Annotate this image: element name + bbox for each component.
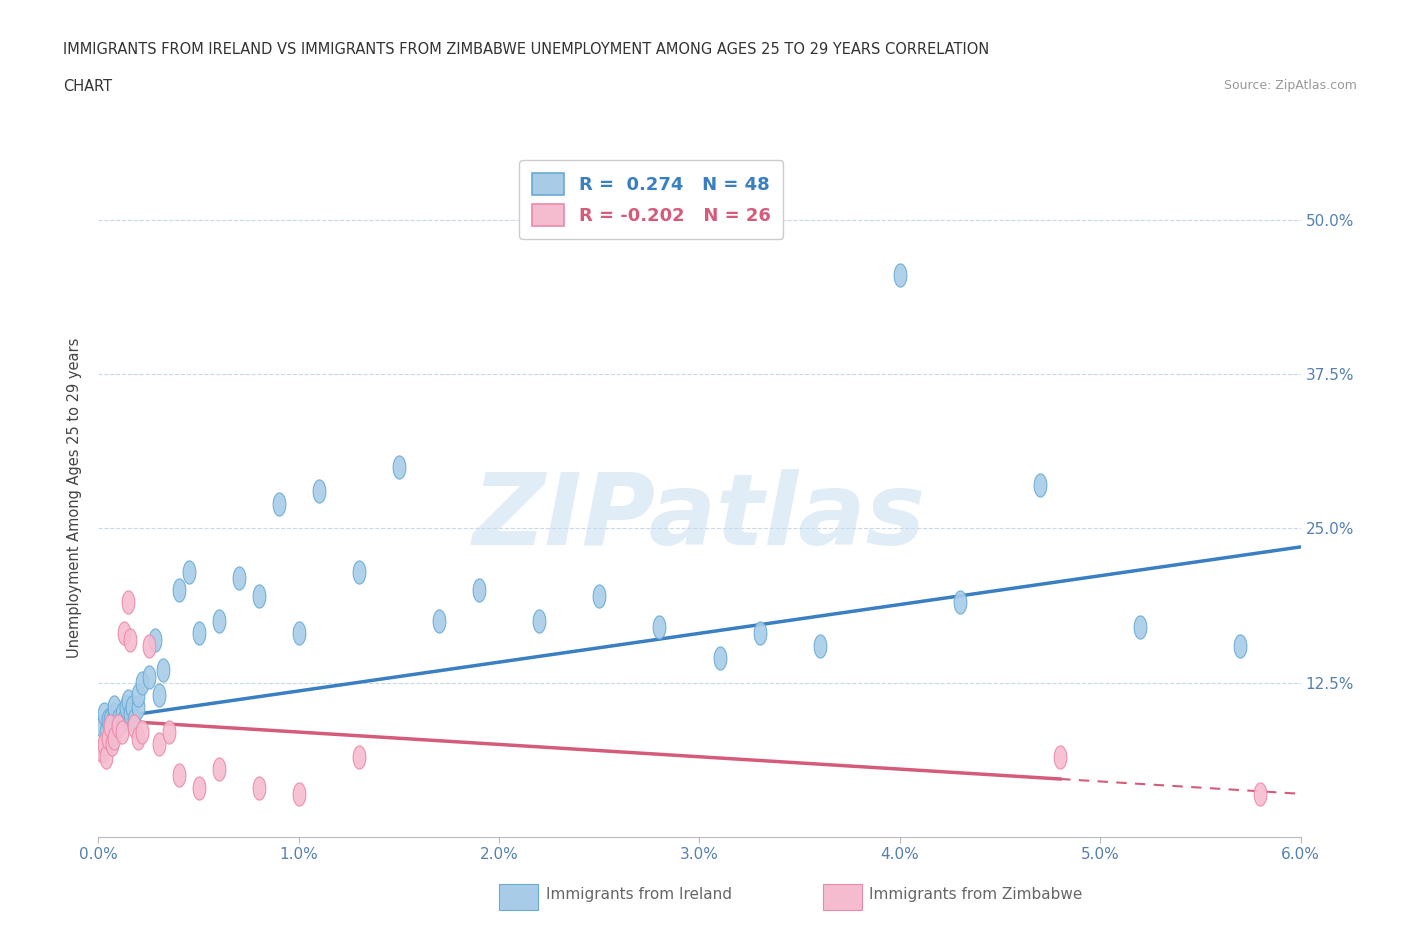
Point <box>107 712 129 727</box>
Point <box>208 762 231 777</box>
Point <box>115 700 138 715</box>
Point <box>347 565 370 579</box>
Point <box>100 731 122 746</box>
Point <box>148 687 170 702</box>
Point <box>131 724 153 739</box>
Point <box>120 632 142 647</box>
Point <box>100 719 122 734</box>
Point <box>124 712 146 727</box>
Text: ZIPatlas: ZIPatlas <box>472 470 927 566</box>
Point <box>1250 787 1272 802</box>
Point <box>128 687 150 702</box>
Point <box>308 484 330 498</box>
Point <box>247 589 270 604</box>
Point <box>288 787 311 802</box>
Point <box>529 614 551 629</box>
Point <box>288 626 311 641</box>
Legend: R =  0.274   N = 48, R = -0.202   N = 26: R = 0.274 N = 48, R = -0.202 N = 26 <box>519 160 783 239</box>
Point <box>427 614 450 629</box>
Point <box>124 719 146 734</box>
Point <box>101 719 124 734</box>
Point <box>117 694 139 709</box>
Point <box>152 663 174 678</box>
Point <box>347 750 370 764</box>
Point <box>120 706 142 721</box>
Text: Immigrants from Ireland: Immigrants from Ireland <box>546 887 731 902</box>
Point <box>103 706 125 721</box>
Point <box>187 626 209 641</box>
Point <box>93 737 115 751</box>
Point <box>111 706 134 721</box>
Point <box>148 737 170 751</box>
Point <box>468 583 491 598</box>
Point <box>100 712 122 727</box>
Point <box>748 626 770 641</box>
Point <box>157 724 180 739</box>
Point <box>1029 478 1052 493</box>
Point <box>91 743 114 758</box>
Point <box>808 638 831 653</box>
Point <box>111 724 134 739</box>
Text: CHART: CHART <box>63 79 112 94</box>
Point <box>138 669 160 684</box>
Point <box>107 719 129 734</box>
Text: Source: ZipAtlas.com: Source: ZipAtlas.com <box>1223 79 1357 92</box>
Point <box>648 619 671 634</box>
Point <box>949 595 972 610</box>
Point <box>117 595 139 610</box>
Point <box>889 268 911 283</box>
Point <box>1049 750 1071 764</box>
Point <box>114 712 136 727</box>
Point <box>228 570 250 585</box>
Point <box>131 675 153 690</box>
Point <box>101 737 124 751</box>
Point <box>128 731 150 746</box>
Point <box>388 459 411 474</box>
Point <box>97 731 120 746</box>
Point <box>121 700 143 715</box>
Point <box>128 700 150 715</box>
Point <box>143 632 166 647</box>
Point <box>208 614 231 629</box>
Point <box>247 780 270 795</box>
Y-axis label: Unemployment Among Ages 25 to 29 years: Unemployment Among Ages 25 to 29 years <box>67 338 83 658</box>
Point <box>96 750 118 764</box>
Point <box>93 706 115 721</box>
Point <box>1229 638 1251 653</box>
Point <box>1129 619 1152 634</box>
Point <box>103 731 125 746</box>
Point <box>91 719 114 734</box>
Point <box>114 626 136 641</box>
Point <box>97 712 120 727</box>
Point <box>709 651 731 666</box>
Point <box>267 497 290 512</box>
Point <box>103 700 125 715</box>
Point <box>177 565 200 579</box>
Point <box>167 768 190 783</box>
Text: IMMIGRANTS FROM IRELAND VS IMMIGRANTS FROM ZIMBABWE UNEMPLOYMENT AMONG AGES 25 T: IMMIGRANTS FROM IRELAND VS IMMIGRANTS FR… <box>63 42 990 57</box>
Point <box>167 583 190 598</box>
Point <box>187 780 209 795</box>
Point <box>588 589 610 604</box>
Point <box>96 724 118 739</box>
Text: Immigrants from Zimbabwe: Immigrants from Zimbabwe <box>869 887 1083 902</box>
Point <box>138 638 160 653</box>
